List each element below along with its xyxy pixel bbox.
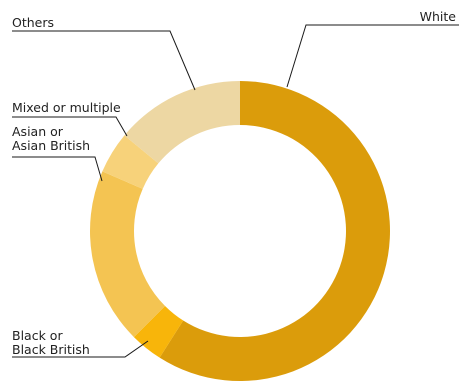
label-line: Black or bbox=[12, 328, 63, 343]
slice-white bbox=[159, 81, 390, 381]
label-others: Others bbox=[12, 15, 54, 30]
leader-line-white bbox=[286, 24, 459, 88]
leader-line-others bbox=[12, 30, 196, 91]
slice-others bbox=[124, 81, 240, 164]
label-line: Asian British bbox=[12, 138, 90, 153]
leader-line-black-or-black-british bbox=[12, 340, 149, 358]
label-asian-or-asian-british: Asian or Asian British bbox=[12, 124, 90, 153]
slice-mixed-or-multiple bbox=[102, 135, 159, 189]
slice-black-or-black-british bbox=[133, 305, 184, 358]
label-line: Others bbox=[12, 15, 54, 30]
label-black-or-black-british: Black or Black British bbox=[12, 328, 90, 357]
label-mixed-or-multiple: Mixed or multiple bbox=[12, 100, 121, 115]
label-line: Asian or bbox=[12, 124, 64, 139]
leader-line-asian-or-asian-british bbox=[12, 156, 103, 182]
label-white: White bbox=[420, 9, 457, 24]
slice-asian-or-asian-british bbox=[90, 171, 166, 338]
label-line: Black British bbox=[12, 342, 90, 357]
leader-line-mixed-or-multiple bbox=[12, 116, 128, 137]
label-line: White bbox=[420, 9, 457, 24]
label-line: Mixed or multiple bbox=[12, 100, 121, 115]
